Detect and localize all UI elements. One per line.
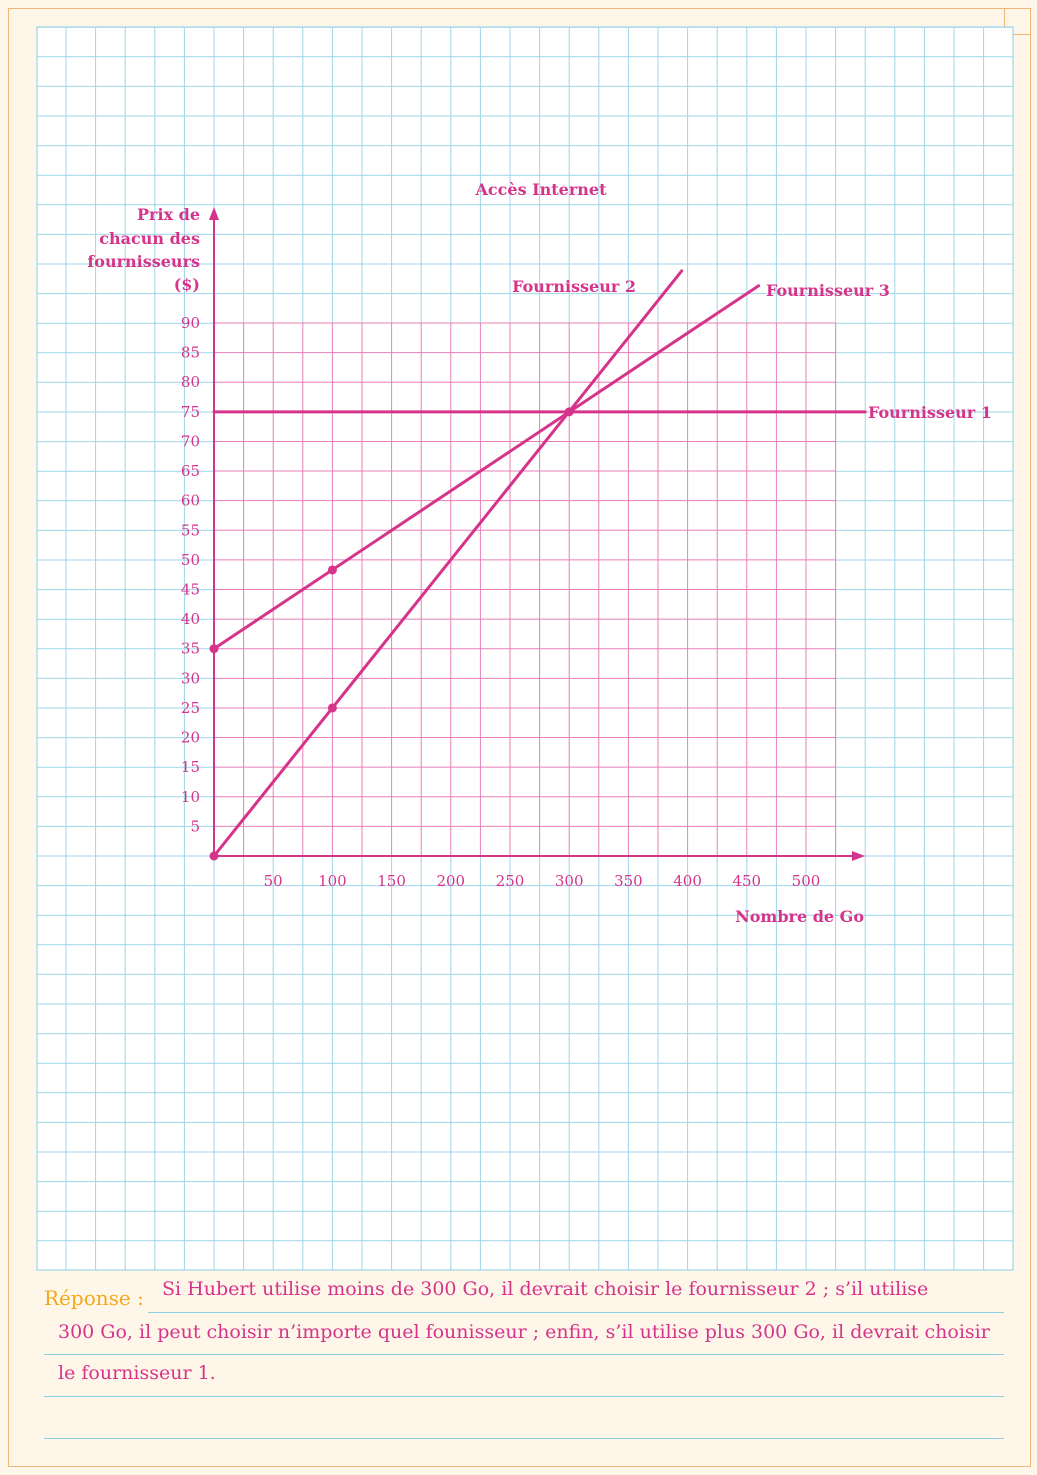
- y-tick-label: 75: [181, 403, 200, 421]
- y-tick-label: 55: [181, 521, 200, 539]
- y-tick-label: 40: [181, 610, 200, 628]
- y-tick-label: 30: [181, 669, 200, 687]
- x-tick-label: 150: [377, 872, 406, 890]
- x-axis-label: Nombre de Go: [735, 907, 864, 926]
- x-tick-label: 300: [555, 872, 584, 890]
- y-axis-label-line: Prix de: [137, 205, 200, 224]
- y-tick-label: 85: [181, 344, 200, 362]
- series-marker: [209, 644, 219, 654]
- y-tick-label: 20: [181, 729, 200, 747]
- series-marker: [327, 565, 337, 575]
- series-lines: [209, 269, 867, 861]
- y-tick-label: 15: [181, 758, 200, 776]
- series-labels: Fournisseur 1 Fournisseur 2 Fournisseur 3: [512, 277, 992, 422]
- y-tick-label: 60: [181, 492, 200, 510]
- x-axis-arrow: [852, 851, 865, 861]
- y-tick-label: 10: [181, 788, 200, 806]
- x-tick-label: 250: [496, 872, 525, 890]
- y-axis-label-line: fournisseurs: [87, 252, 200, 271]
- answer-rule: [44, 1438, 1004, 1439]
- y-tick-label: 65: [181, 462, 200, 480]
- answer-label: Réponse :: [44, 1286, 144, 1310]
- answer-text-line-2: 300 Go, il peut choisir n’importe quel f…: [58, 1321, 990, 1343]
- y-tick-label: 50: [181, 551, 200, 569]
- series-label-1: Fournisseur 1: [868, 403, 992, 422]
- x-tick-label: 350: [614, 872, 643, 890]
- series-line-2: [212, 269, 684, 858]
- y-tick-label: 25: [181, 699, 200, 717]
- x-tick-label: 50: [264, 872, 283, 890]
- series-marker: [209, 851, 219, 861]
- x-tick-label: 200: [436, 872, 465, 890]
- y-tick-label: 35: [181, 640, 200, 658]
- series-marker: [327, 703, 337, 713]
- x-tick-label: 450: [732, 872, 761, 890]
- axes: [209, 207, 865, 861]
- y-tick-label: 80: [181, 373, 200, 391]
- y-axis-arrow: [209, 207, 219, 220]
- y-tick-label: 5: [190, 817, 200, 835]
- series-label-3: Fournisseur 3: [766, 281, 890, 300]
- x-tick-label: 100: [318, 872, 347, 890]
- series-line-3: [212, 284, 761, 651]
- tick-labels: 50 100 150 200 250 300 350 400 450 500 5 10 15 20 25 30…: [181, 314, 820, 890]
- chart-title: Accès Internet: [475, 180, 608, 199]
- answer-text-line-1: Si Hubert utilise moins de 300 Go, il de…: [162, 1278, 929, 1300]
- y-tick-label: 70: [181, 432, 200, 450]
- series-label-2: Fournisseur 2: [512, 277, 636, 296]
- y-tick-label: 45: [181, 581, 200, 599]
- intersection-marker: [564, 407, 574, 417]
- chart-grid: [214, 322, 837, 856]
- y-axis-label-line: chacun des: [99, 229, 200, 248]
- x-tick-label: 500: [792, 872, 821, 890]
- y-axis-label-line: ($): [174, 275, 200, 294]
- answer-text-line-3: le fournisseur 1.: [58, 1362, 216, 1384]
- answer-rule: [148, 1312, 1004, 1313]
- y-tick-label: 90: [181, 314, 200, 332]
- answer-rule: [44, 1354, 1004, 1355]
- x-tick-label: 400: [673, 872, 702, 890]
- answer-rule: [44, 1396, 1004, 1397]
- y-axis-label: Prix de chacun des fournisseurs ($): [87, 205, 200, 294]
